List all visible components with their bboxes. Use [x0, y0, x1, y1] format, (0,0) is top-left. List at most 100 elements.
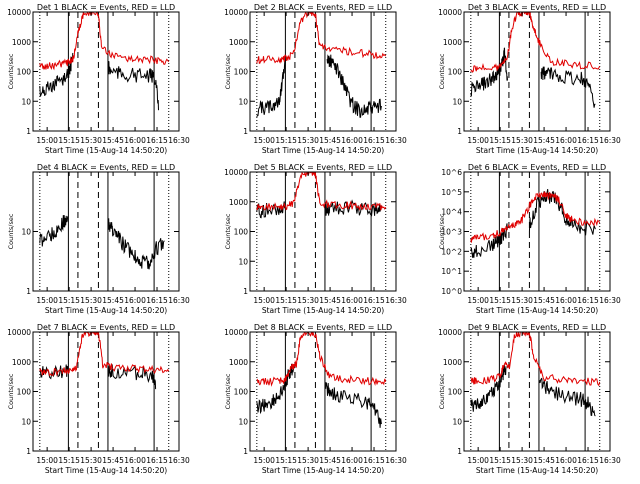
plot-frame: [32, 331, 180, 452]
x-tick-label: 16:15: [146, 296, 168, 305]
x-tick-label: 16:30: [599, 136, 621, 145]
y-tick-label: 10: [238, 417, 248, 426]
x-tick-label: 15:00: [253, 296, 275, 305]
y-tick-label: 10000: [224, 8, 248, 17]
x-tick-label: 16:15: [577, 296, 599, 305]
x-tick-label: 15:30: [297, 296, 319, 305]
y-axis-label: Counts/sec: [438, 373, 446, 409]
y-tick-label: 10^2: [441, 247, 462, 256]
x-tick-label: 16:30: [168, 456, 190, 465]
events-series-line: [256, 363, 294, 415]
x-tick-label: 15:15: [58, 296, 80, 305]
x-tick-label: 16:30: [599, 456, 621, 465]
y-axis-label: Counts/sec: [7, 213, 15, 249]
events-series-line: [470, 47, 508, 97]
y-tick-label: 1000: [443, 38, 462, 47]
x-axis-label: Start Time (15-Aug-14 14:50:20): [262, 146, 384, 155]
events-series-line: [325, 199, 382, 217]
lld-series-line: [470, 191, 601, 243]
x-tick-label: 15:30: [511, 136, 533, 145]
y-tick-label: 100: [448, 68, 463, 77]
y-tick-label: 10^5: [441, 188, 462, 197]
x-tick-label: 15:30: [80, 456, 102, 465]
x-tick-label: 16:30: [385, 296, 407, 305]
x-tick-label: 16:30: [599, 296, 621, 305]
detector-panel-9: 15:00 15:15 15:30 15:45 16:00 16:15 16:30 1 10 10…: [438, 323, 621, 475]
x-tick-label: 15:30: [511, 296, 533, 305]
x-tick-label: 15:45: [319, 296, 341, 305]
y-tick-label: 1: [26, 127, 31, 136]
y-tick-label: 1: [243, 287, 248, 296]
lld-series-line: [39, 332, 170, 377]
x-tick-label: 15:00: [36, 136, 58, 145]
y-tick-label: 10: [21, 228, 31, 237]
plot-frame: [249, 331, 397, 452]
events-series-line: [39, 215, 69, 247]
panel-title: Det 9 BLACK = Events, RED = LLD: [468, 323, 606, 332]
x-tick-label: 16:00: [341, 456, 363, 465]
y-axis-label: Counts/sec: [438, 213, 446, 249]
x-tick-label: 16:30: [385, 456, 407, 465]
panel-title: Det 1 BLACK = Events, RED = LLD: [37, 3, 175, 12]
x-tick-label: 16:30: [168, 296, 190, 305]
panel-title: Det 6 BLACK = Events, RED = LLD: [468, 163, 606, 172]
x-tick-label: 16:00: [124, 456, 146, 465]
lld-series-line: [256, 12, 387, 64]
detector-panel-1: 15:00 15:15 15:30 15:45 16:00 16:15 16:30 1 10 10…: [7, 3, 190, 155]
x-tick-label: 16:15: [146, 136, 168, 145]
detector-panel-7: 15:00 15:15 15:30 15:45 16:00 16:15 16:30 1 10 10…: [7, 323, 190, 475]
y-tick-label: 10: [452, 97, 462, 106]
x-tick-label: 15:15: [275, 456, 297, 465]
y-tick-label: 100: [448, 388, 463, 397]
y-tick-label: 1: [243, 447, 248, 456]
x-tick-label: 15:30: [297, 136, 319, 145]
x-tick-label: 15:15: [275, 296, 297, 305]
y-tick-label: 100: [234, 388, 249, 397]
x-tick-label: 15:30: [80, 296, 102, 305]
x-tick-label: 16:15: [363, 456, 385, 465]
x-tick-label: 15:45: [319, 136, 341, 145]
panel-title: Det 8 BLACK = Events, RED = LLD: [254, 323, 392, 332]
events-series-line: [540, 66, 596, 108]
y-tick-label: 100: [234, 68, 249, 77]
x-tick-label: 15:15: [58, 136, 80, 145]
y-tick-label: 10: [21, 417, 31, 426]
detector-panel-5: 15:00 15:15 15:30 15:45 16:00 16:15 16:30 1 10 10…: [224, 163, 407, 315]
x-tick-label: 15:00: [467, 456, 489, 465]
detector-panel-8: 15:00 15:15 15:30 15:45 16:00 16:15 16:30 1 10 10…: [224, 323, 407, 475]
x-axis-label: Start Time (15-Aug-14 14:50:20): [45, 146, 167, 155]
y-tick-label: 1000: [229, 38, 248, 47]
x-tick-label: 15:15: [275, 136, 297, 145]
plot-frame: [463, 171, 611, 292]
x-tick-label: 15:45: [102, 296, 124, 305]
x-axis-label: Start Time (15-Aug-14 14:50:20): [476, 146, 598, 155]
y-tick-label: 10^1: [441, 267, 462, 276]
plot-frame: [32, 11, 180, 132]
events-series-line: [256, 59, 286, 118]
x-axis-label: Start Time (15-Aug-14 14:50:20): [262, 466, 384, 475]
y-tick-label: 1: [457, 447, 462, 456]
y-tick-label: 1: [457, 127, 462, 136]
events-series-line: [326, 54, 382, 118]
y-tick-label: 10: [238, 97, 248, 106]
y-tick-label: 1000: [229, 358, 248, 367]
y-tick-label: 10: [238, 257, 248, 266]
x-tick-label: 16:00: [555, 296, 577, 305]
x-axis-label: Start Time (15-Aug-14 14:50:20): [45, 466, 167, 475]
x-tick-label: 15:45: [533, 296, 555, 305]
x-tick-label: 15:45: [102, 136, 124, 145]
lld-series-line: [256, 172, 387, 212]
y-tick-label: 1000: [12, 38, 31, 47]
y-tick-label: 1: [243, 127, 248, 136]
lld-series-line: [39, 12, 170, 71]
x-tick-label: 16:00: [341, 136, 363, 145]
y-tick-label: 10000: [438, 8, 462, 17]
x-tick-label: 15:00: [467, 136, 489, 145]
y-tick-label: 10000: [7, 328, 31, 337]
y-tick-label: 10000: [438, 328, 462, 337]
y-tick-label: 1: [26, 447, 31, 456]
x-tick-label: 15:00: [253, 136, 275, 145]
events-series-line: [108, 218, 165, 270]
x-tick-label: 15:45: [533, 456, 555, 465]
